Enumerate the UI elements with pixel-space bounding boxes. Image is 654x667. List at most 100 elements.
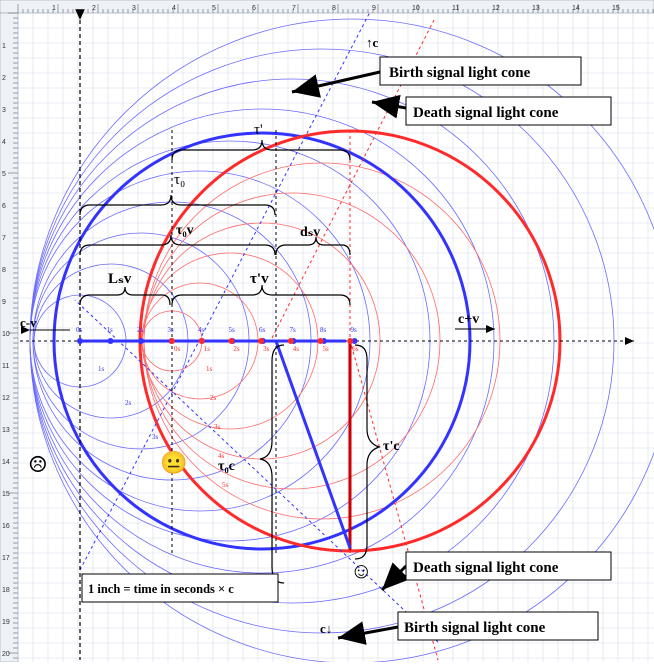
- label-c-down: c↓: [320, 621, 332, 636]
- ruler-left-number: 17: [2, 555, 10, 562]
- ruler-left-number: 2: [2, 75, 6, 82]
- blue-tick-dot: [107, 338, 114, 344]
- blue-tick-label: 8s: [320, 326, 327, 334]
- brace-Lsv: [79, 286, 171, 306]
- ruler-left-number: 4: [2, 139, 6, 146]
- ruler-top-number: 9: [372, 5, 376, 12]
- ruler-left-number: 16: [2, 523, 10, 530]
- red-diag-tick: 4s: [218, 452, 225, 460]
- ruler-left-number: 11: [2, 363, 9, 370]
- label-tau0c: τ₀c: [218, 459, 235, 474]
- neutral-face-icon: 😐: [160, 450, 187, 475]
- ruler-left-number: 8: [2, 267, 6, 274]
- callout-birth-top: Birth signal light cone: [379, 56, 582, 86]
- brace-tau0: [79, 194, 276, 216]
- ruler-left-number: 18: [2, 587, 10, 594]
- ruler-top-number: 6: [252, 5, 256, 12]
- ruler-left-number: 7: [2, 235, 6, 242]
- red-tick-label: 6s: [352, 345, 359, 353]
- death-cone-line-2: [349, 339, 439, 661]
- red-diag-tick: 1s: [206, 365, 213, 373]
- ruler-left-number: 20: [2, 651, 10, 658]
- red-tick-dot: [169, 338, 175, 344]
- ruler-top-number: 14: [572, 5, 580, 12]
- ruler-left-number: 12: [2, 395, 10, 402]
- blue-tick-label: 5s: [229, 326, 236, 334]
- brace-tau-prime-c: [354, 344, 381, 560]
- ruler-left-number: 15: [2, 491, 10, 498]
- svg-text:1 inch = time in seconds × c: 1 inch = time in seconds × c: [88, 582, 234, 596]
- blue-tick-label: 1s: [107, 326, 114, 334]
- callout-death-bottom: Death signal light cone: [405, 551, 612, 581]
- arrow-birth-top: [291, 70, 381, 98]
- arrow-death-bottom: [380, 562, 410, 592]
- ruler-top-number: 5: [212, 5, 216, 12]
- brace-tau-prime-v: [171, 284, 351, 306]
- red-tick-dot: [287, 338, 294, 344]
- label-tau0v: τ₀v: [176, 223, 194, 238]
- red-tick-dot: [228, 338, 235, 344]
- ruler-top-number: 13: [532, 5, 540, 12]
- birth-cone-line: [79, 11, 371, 571]
- label-c-plus-v: c+v: [458, 312, 479, 327]
- blue-tick-dot: [77, 338, 83, 344]
- ruler-left-number: 3: [2, 107, 6, 114]
- blue-tick-label: 3s: [168, 326, 175, 334]
- blue-tick-label: 9s: [351, 326, 358, 334]
- label-tau-prime-c: τ'c: [383, 439, 400, 454]
- blue-diag-tick: 3s: [152, 433, 159, 441]
- ruler-left-number: 9: [2, 299, 6, 306]
- arrow-death-top: [371, 94, 407, 119]
- ruler-top-number: 15: [612, 5, 620, 12]
- red-ticks: 0s 1s 2s 3s 4s 5s 6s: [169, 338, 359, 353]
- label-Lsv: Lₛv: [108, 271, 132, 287]
- brace-dsv: [275, 236, 351, 256]
- arrow-birth-bottom: [337, 621, 399, 645]
- blue-tick-label: 4s: [198, 326, 205, 334]
- blue-diag-tick: 1s: [98, 365, 105, 373]
- label-c-up: ↑c: [366, 35, 379, 50]
- ruler-top-number: 11: [452, 5, 459, 12]
- ruler-left-number: 10: [2, 331, 10, 338]
- ruler-left-number: 14: [2, 459, 10, 466]
- blue-tick-dot: [138, 338, 144, 344]
- blue-tick-label: 7s: [290, 326, 297, 334]
- brace-tau-prime: [171, 139, 351, 161]
- blue-tick-label: 6s: [259, 326, 266, 334]
- red-tick-label: 0s: [174, 345, 181, 353]
- ruler-left-number: 6: [2, 203, 6, 210]
- callout-birth-bottom: Birth signal light cone: [397, 611, 599, 641]
- ruler-top-number: 1: [52, 5, 56, 12]
- ruler-left-number: 5: [2, 171, 6, 178]
- red-tick-dot: [198, 338, 205, 344]
- blue-tick-label: 2s: [137, 326, 144, 334]
- ruler-left-number: 19: [2, 619, 10, 626]
- ruler-top-number: 8: [332, 5, 336, 12]
- diag-ticks: 1s 2s 3s 1s 2s 3s 4s 5s: [98, 365, 229, 489]
- ruler-top-number: 3: [132, 5, 136, 12]
- sad-face-icon: ☹: [28, 452, 48, 477]
- ruler-top-number: 2: [92, 5, 96, 12]
- label-c-minus-v: c-v: [20, 315, 37, 330]
- label-dsv: dₛv: [300, 225, 320, 240]
- ruler-left-number: 13: [2, 427, 10, 434]
- red-tick-dot: [347, 338, 354, 344]
- ruler-top-number: 4: [172, 5, 176, 12]
- red-tick-label: 2s: [233, 345, 240, 353]
- brace-tau0v: [79, 234, 276, 256]
- label-tau-prime-v: τ'v: [250, 271, 269, 287]
- ruler-left-number: 1: [2, 43, 6, 50]
- blue-tick-dot: [351, 338, 358, 344]
- red-diag-tick: 3s: [214, 423, 221, 431]
- ruler-top-number: 12: [492, 5, 500, 12]
- ruler-top-number: 10: [412, 5, 420, 12]
- red-tick-label: 4s: [293, 345, 300, 353]
- red-diag-tick: 5s: [222, 481, 229, 489]
- svg-text:Death signal light cone: Death signal light cone: [413, 560, 559, 576]
- red-tick-dot: [258, 338, 265, 344]
- label-tau-prime: τ': [254, 122, 263, 138]
- svg-text:Death signal light cone: Death signal light cone: [413, 105, 559, 121]
